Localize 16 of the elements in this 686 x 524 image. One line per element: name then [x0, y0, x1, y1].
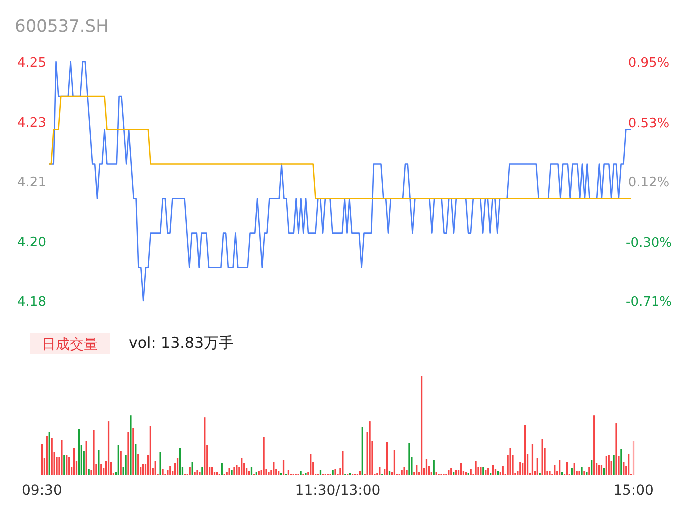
x-tick-label: 15:00 [614, 483, 654, 499]
y2-tick-label: 0.53% [628, 116, 670, 132]
chart-title: 600537.SH [15, 17, 109, 37]
y-tick-label: 4.25 [18, 56, 46, 71]
y2-tick-label: 0.12% [628, 176, 670, 190]
y-tick-label: 4.18 [18, 295, 46, 310]
y2-tick-label: 0.95% [628, 56, 670, 71]
x-tick-label: 11:30/13:00 [295, 483, 381, 499]
chart-title: 日成交量 [42, 337, 98, 353]
y-tick-label: 4.20 [18, 235, 46, 250]
y2-tick-label: -0.30% [626, 236, 672, 251]
y-tick-label: 4.23 [18, 116, 46, 131]
x-tick-label: 09:30 [22, 483, 62, 499]
y2-tick-label: -0.71% [626, 295, 672, 310]
y-tick-label: 4.21 [18, 176, 46, 190]
chart-subtitle: vol: 13.83万手 [129, 334, 234, 352]
